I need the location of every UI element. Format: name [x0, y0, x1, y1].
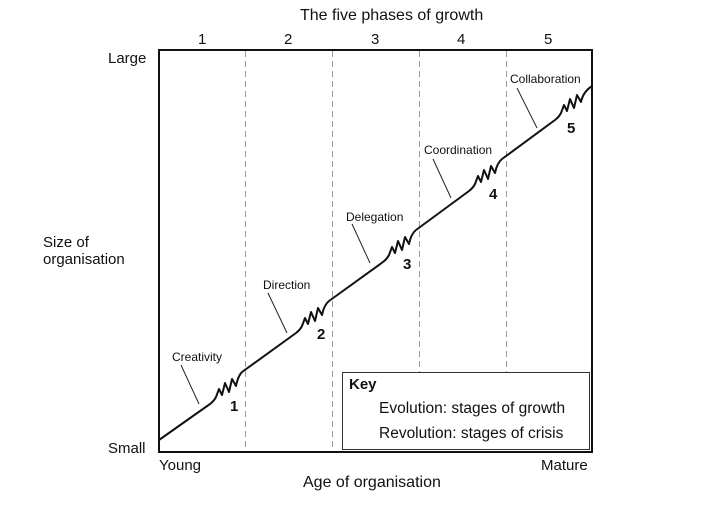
y-axis-bottom-label: Small: [108, 440, 146, 457]
evolution-segment-2: [241, 300, 330, 373]
legend-evolution-label: Evolution: stages of growth: [379, 400, 566, 417]
phase-label-4: 4: [457, 31, 466, 48]
crisis-number-1: 1: [230, 398, 239, 415]
crisis-number-4: 4: [489, 186, 498, 203]
x-axis-label: Age of organisation: [303, 474, 441, 491]
evolution-segment-4: [415, 158, 503, 231]
stage-label-direction: Direction: [263, 278, 311, 292]
stage-label-coordination: Coordination: [424, 143, 493, 157]
phase-label-2: 2: [284, 31, 293, 48]
x-axis-right-label: Mature: [541, 457, 588, 474]
phase-label-1: 1: [198, 31, 207, 48]
phase-label-3: 3: [371, 31, 380, 48]
evolution-segment-5: [501, 85, 593, 160]
legend-title: Key: [349, 376, 377, 393]
phase-label-5: 5: [544, 31, 553, 48]
legend-box: Key Evolution: stages of growth Revoluti…: [342, 372, 590, 450]
y-axis-label-line1: Size of: [43, 234, 89, 251]
evolution-segment-3: [328, 229, 417, 302]
stage-label-delegation: Delegation: [346, 210, 404, 224]
growth-curve: [158, 85, 593, 441]
stage-label-collaboration: Collaboration: [510, 72, 581, 86]
crisis-number-5: 5: [567, 120, 576, 137]
plot-frame: [158, 49, 593, 453]
diagram-title: The five phases of growth: [300, 7, 484, 24]
y-axis-top-label: Large: [108, 50, 147, 67]
stage-label-creativity: Creativity: [172, 350, 223, 364]
crisis-number-3: 3: [403, 256, 412, 273]
legend-revolution-label: Revolution: stages of crisis: [379, 425, 564, 442]
y-axis-label-line2: organisation: [43, 251, 125, 268]
x-axis-left-label: Young: [159, 457, 201, 474]
crisis-number-2: 2: [317, 326, 326, 343]
label-leader-lines: [180, 87, 538, 405]
evolution-segment-1: [158, 371, 243, 441]
